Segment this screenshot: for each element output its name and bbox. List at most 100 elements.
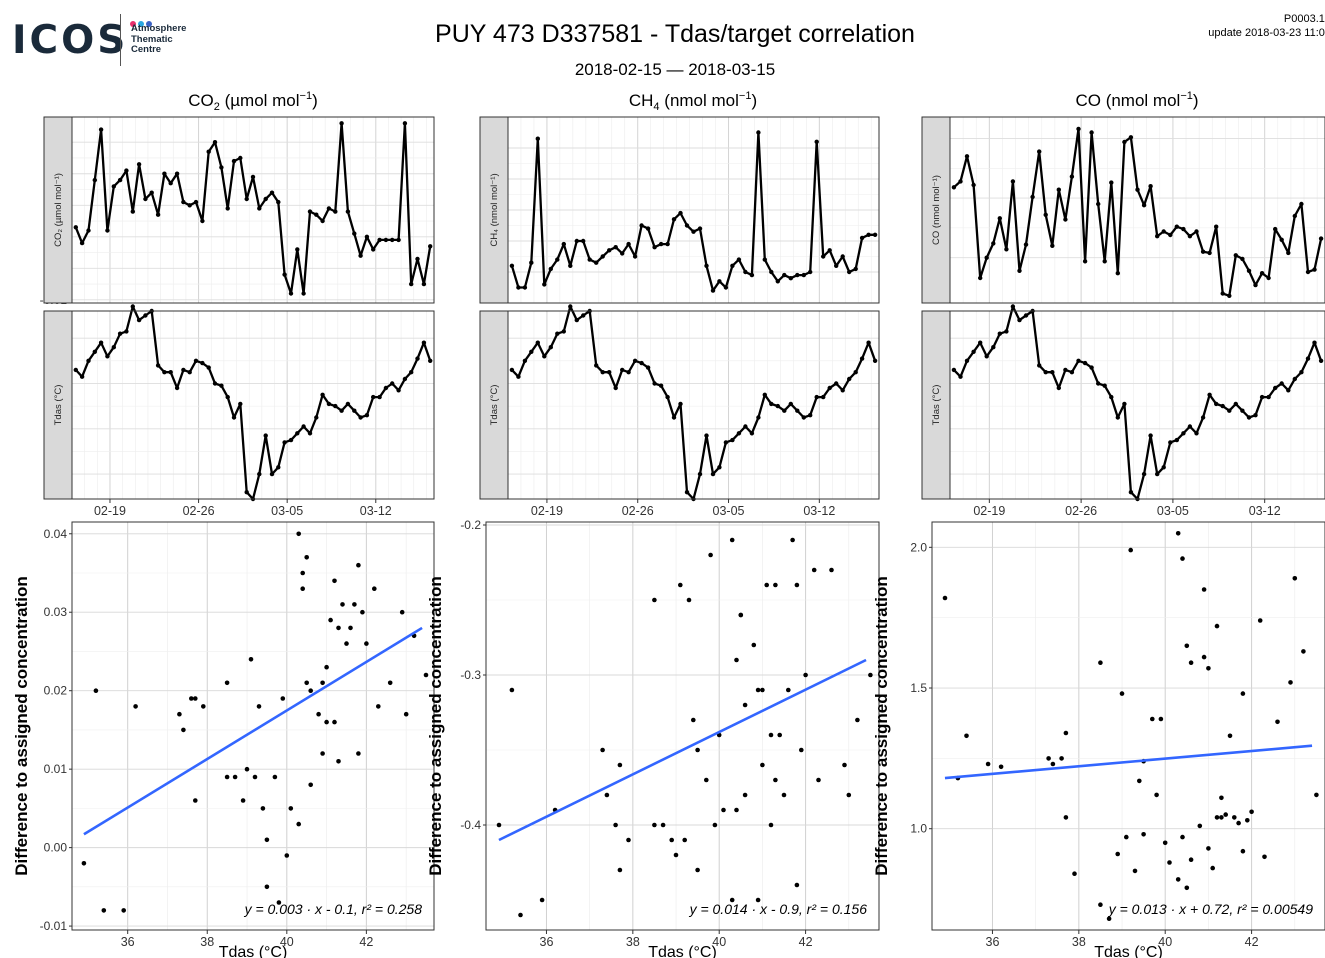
series-point-top-2 [1305,269,1311,275]
scatter-x-tick-label-2: 42 [1245,935,1259,949]
series-point-top-1 [834,263,839,268]
series-point-mid-1 [840,388,845,393]
scatter-point-2 [1292,576,1298,581]
series-point-top-1 [516,285,521,290]
series-point-mid-2 [1063,367,1068,373]
series-point-mid-2 [1161,465,1166,470]
series-point-top-2 [991,241,996,246]
series-point-mid-1 [775,403,780,409]
series-point-mid-2 [1043,370,1048,375]
series-point-top-1 [827,248,832,253]
scatter-point-2 [1119,691,1125,696]
scatter-point-0 [344,641,349,646]
series-point-mid-2 [978,340,983,345]
series-point-mid-2 [1318,358,1324,363]
series-point-mid-1 [866,340,871,345]
x-tick-label-mid-1: 03-05 [713,504,745,518]
series-point-mid-2 [1200,415,1206,420]
series-point-mid-1 [730,437,735,443]
series-point-mid-0 [282,440,287,445]
series-point-top-0 [225,206,230,211]
x-tick-label-mid-2: 02-19 [973,504,1005,518]
scatter-point-2 [942,595,948,601]
scatter-point-2 [998,764,1004,770]
series-point-mid-1 [704,433,709,438]
series-point-mid-0 [307,431,313,436]
series-point-top-0 [257,206,262,211]
series-point-mid-1 [859,356,865,361]
series-point-mid-1 [522,358,528,363]
series-point-top-1 [548,266,553,272]
series-point-top-0 [314,212,319,217]
scatter-point-1 [691,717,696,723]
scatter-point-1 [751,642,757,648]
series-point-top-0 [390,237,395,243]
panel-bg-mid-1 [508,311,879,499]
scatter-point-1 [786,687,791,693]
series-point-top-0 [345,209,351,214]
series-point-top-2 [1318,236,1324,241]
panel-bg-mid-2 [950,311,1325,499]
scatter-point-2 [1227,733,1233,739]
series-point-mid-1 [821,394,826,400]
series-point-top-0 [364,234,370,239]
series-point-top-0 [421,281,427,287]
series-point-top-2 [1181,226,1186,232]
series-point-mid-2 [1292,376,1298,382]
scatter-x-tick-label-1: 36 [540,935,554,949]
scatter-x-tick-label-2: 38 [1072,935,1086,949]
series-point-mid-2 [1246,415,1252,420]
series-point-mid-1 [568,304,573,309]
scatter-point-2 [1214,815,1220,820]
series-point-top-0 [320,218,325,224]
series-point-mid-2 [971,349,976,354]
page-info: P0003.10 update 2018-03-23 11:03 [1208,12,1325,40]
scatter-point-0 [308,782,314,788]
facet-strip-label-top-0: CO₂ (µmol mol⁻¹) [53,173,64,247]
scatter-point-1 [760,687,765,693]
scatter-point-0 [248,657,254,662]
scatter-point-1 [539,897,545,903]
scatter-x-tick-label-0: 38 [200,935,214,949]
series-point-top-2 [1082,259,1088,264]
scatter-point-1 [781,792,787,798]
scatter-point-2 [1046,756,1051,761]
scatter-point-0 [93,688,99,693]
series-point-top-1 [645,226,651,231]
series-point-top-2 [1259,271,1265,276]
scatter-point-1 [794,582,800,588]
series-point-mid-2 [1168,440,1173,445]
series-point-mid-0 [314,415,319,420]
series-point-mid-0 [200,360,205,366]
series-point-top-2 [1299,201,1304,207]
series-point-top-2 [1200,249,1206,254]
series-point-mid-1 [736,431,742,436]
scatter-point-2 [1188,660,1194,665]
series-point-top-2 [1122,139,1127,145]
scatter-point-2 [1184,885,1190,891]
logo-wordmark: ICOS [12,18,129,63]
x-tick-label-mid-2: 02-26 [1065,504,1097,518]
scatter-point-1 [803,672,808,678]
series-point-mid-0 [390,381,395,386]
scatter-point-0 [320,751,325,756]
scatter-point-0 [356,562,361,568]
scatter-point-0 [264,884,270,890]
scatter-point-1 [600,747,605,753]
scatter-point-0 [272,774,278,780]
series-point-mid-0 [206,365,211,370]
scatter-point-2 [1240,848,1246,854]
scatter-point-2 [1063,815,1069,820]
series-point-top-1 [743,269,748,275]
scatter-point-2 [1219,815,1224,820]
facet-title-2: CO (nmol mol−1) [1075,90,1198,110]
x-tick-label-mid-1: 02-19 [531,504,563,518]
series-point-top-1 [866,232,871,237]
scatter-point-2 [1188,857,1194,862]
scatter-point-1 [712,822,718,828]
series-point-mid-2 [958,374,963,379]
series-point-mid-1 [710,471,716,477]
series-point-top-1 [587,257,592,262]
series-point-mid-2 [1141,471,1147,477]
scatter-point-0 [81,861,87,866]
